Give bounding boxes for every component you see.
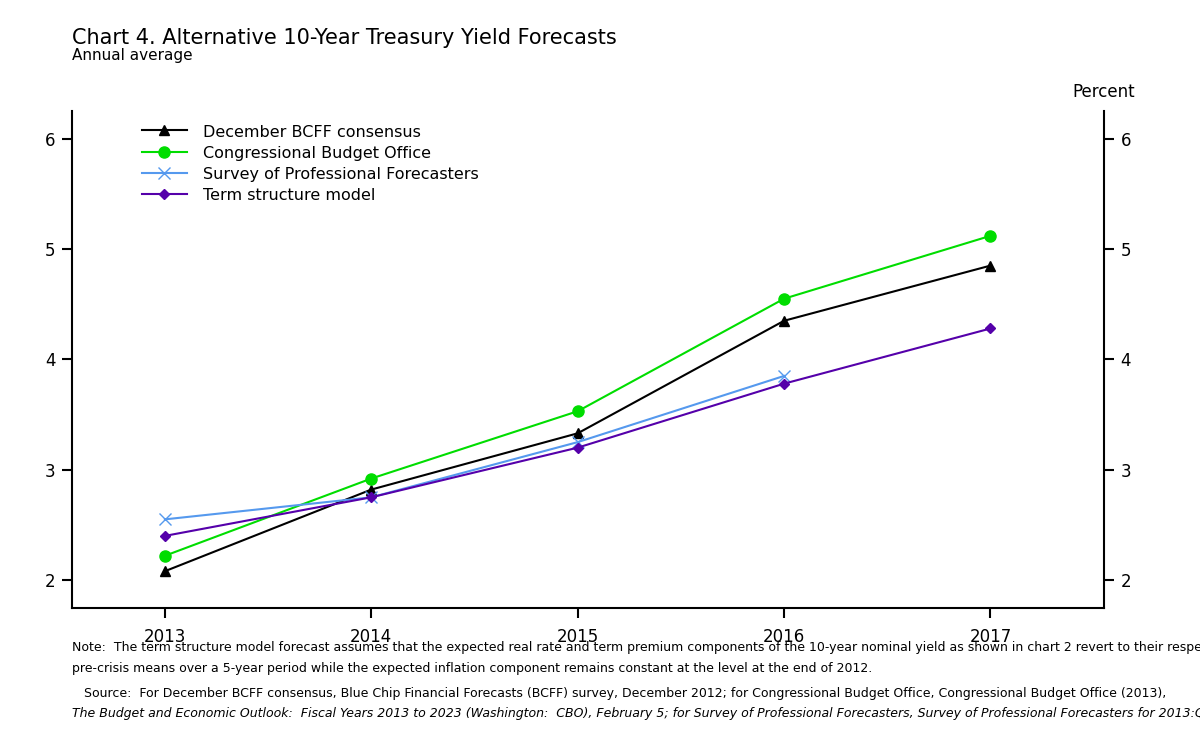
Survey of Professional Forecasters [776, 371, 791, 380]
December BCFF consensus [776, 316, 791, 325]
Text: pre-crisis means over a 5-year period while the expected inflation component rem: pre-crisis means over a 5-year period wh… [72, 662, 872, 675]
Text: Annual average: Annual average [72, 48, 193, 63]
Line: Term structure model: Term structure model [162, 325, 994, 539]
Term structure model [157, 531, 172, 540]
Congressional Budget Office [570, 407, 584, 416]
Text: Chart 4. Alternative 10-Year Treasury Yield Forecasts: Chart 4. Alternative 10-Year Treasury Yi… [72, 28, 617, 48]
Congressional Budget Office [157, 551, 172, 560]
Text: Note:  The term structure model forecast assumes that the expected real rate and: Note: The term structure model forecast … [72, 641, 1200, 654]
December BCFF consensus [570, 429, 584, 438]
Survey of Professional Forecasters [157, 515, 172, 524]
Text: Percent: Percent [1073, 83, 1135, 102]
Congressional Budget Office [983, 231, 997, 240]
December BCFF consensus [983, 261, 997, 270]
Congressional Budget Office [364, 474, 378, 483]
Line: Survey of Professional Forecasters: Survey of Professional Forecasters [158, 370, 791, 525]
Survey of Professional Forecasters [364, 493, 378, 502]
Term structure model [364, 493, 378, 502]
Text: Source:  For December BCFF consensus, Blue Chip Financial Forecasts (BCFF) surve: Source: For December BCFF consensus, Blu… [72, 687, 1166, 700]
Survey of Professional Forecasters [570, 438, 584, 447]
December BCFF consensus [364, 485, 378, 494]
Term structure model [776, 379, 791, 388]
Text: The Budget and Economic Outlook:  Fiscal Years 2013 to 2023 (Washington:  CBO), : The Budget and Economic Outlook: Fiscal … [72, 708, 1200, 720]
Line: Congressional Budget Office: Congressional Budget Office [160, 230, 996, 562]
Legend: December BCFF consensus, Congressional Budget Office, Survey of Professional For: December BCFF consensus, Congressional B… [142, 124, 479, 203]
Term structure model [983, 324, 997, 333]
Line: December BCFF consensus: December BCFF consensus [160, 261, 995, 576]
December BCFF consensus [157, 567, 172, 576]
Term structure model [570, 443, 584, 452]
Congressional Budget Office [776, 294, 791, 303]
